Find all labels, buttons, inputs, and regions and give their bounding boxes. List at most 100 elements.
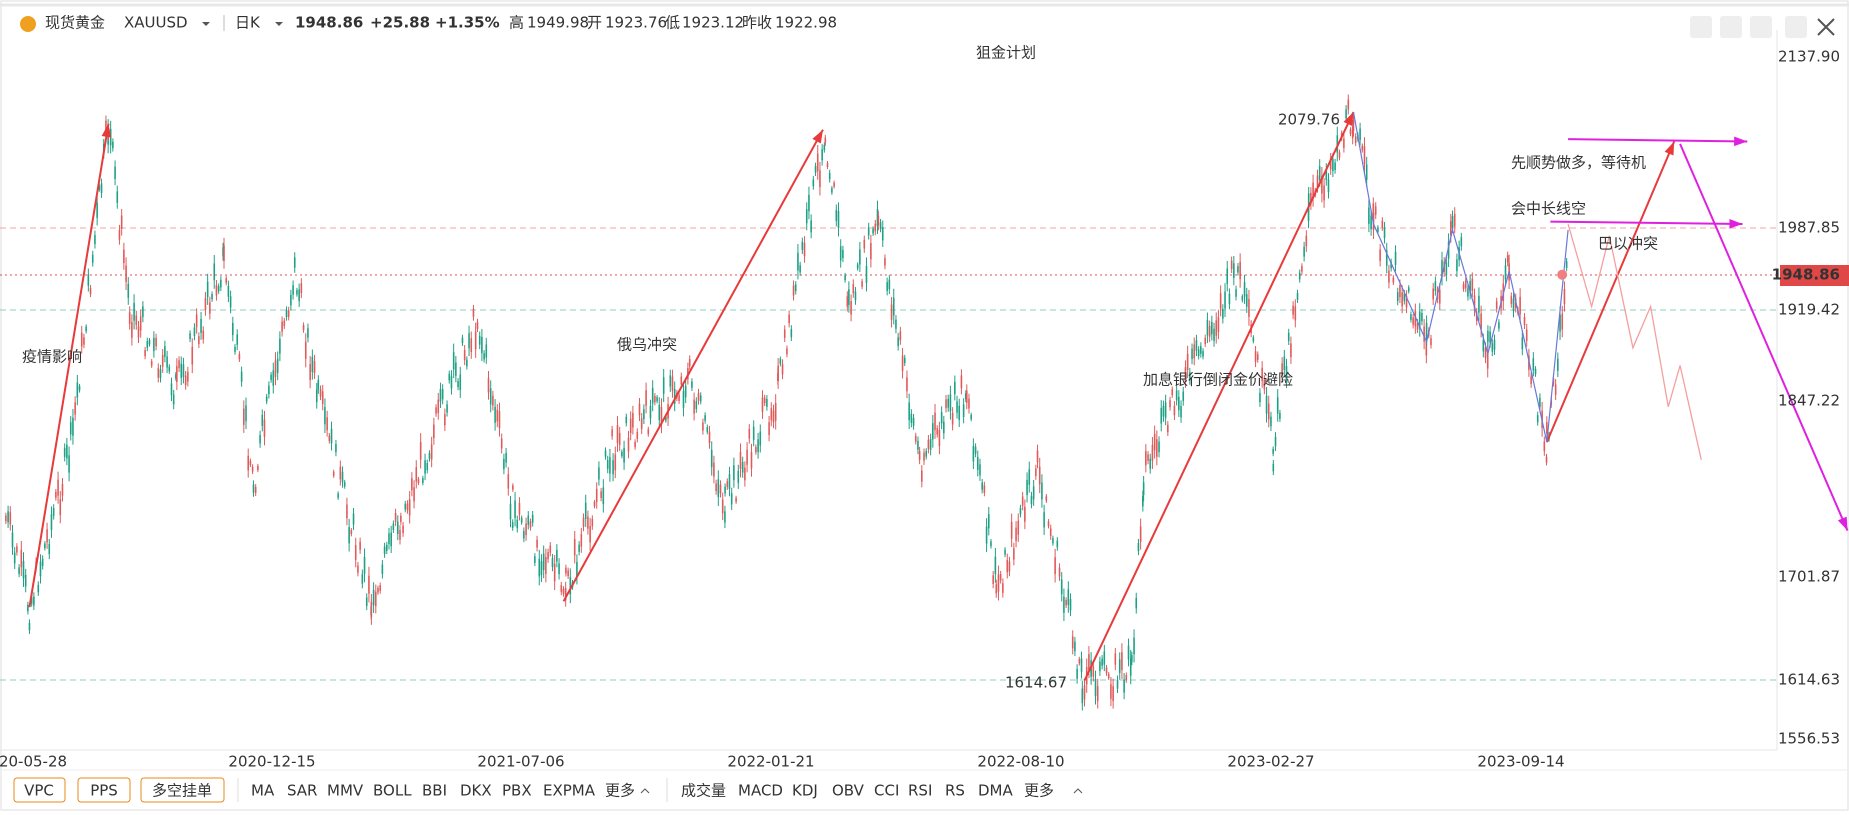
candle-body xyxy=(292,285,294,295)
candle-body xyxy=(943,421,945,434)
toolbar-button-label[interactable]: PPS xyxy=(90,782,118,800)
candle-body xyxy=(1310,192,1312,205)
indicator[interactable]: DMA xyxy=(978,782,1013,800)
candle-body xyxy=(678,395,680,401)
tool-button[interactable] xyxy=(1785,16,1807,38)
candle-body xyxy=(512,485,514,490)
candle-body xyxy=(1047,521,1050,527)
candle-body xyxy=(1559,314,1561,332)
indicator[interactable]: 成交量 xyxy=(681,782,726,800)
candle-body xyxy=(936,428,939,435)
indicator[interactable]: MA xyxy=(251,782,275,800)
candle-body xyxy=(211,294,213,300)
indicator[interactable]: RSI xyxy=(908,782,932,800)
candle-body xyxy=(1080,658,1083,672)
candle-body xyxy=(859,249,861,265)
candle-body xyxy=(283,320,286,327)
annotation: 先顺势做多，等待机 xyxy=(1511,154,1646,172)
candle-body xyxy=(819,170,821,188)
candle-body xyxy=(170,383,173,396)
toolbar-button[interactable] xyxy=(13,777,66,803)
candle-body xyxy=(895,319,897,329)
candle-body xyxy=(1363,146,1366,165)
indicator[interactable]: MACD xyxy=(738,782,783,800)
toolbar-button[interactable] xyxy=(77,777,131,803)
candle-body xyxy=(1394,251,1397,265)
toolbar-icons[interactable] xyxy=(1690,16,1835,38)
indicator[interactable]: DKX xyxy=(460,782,492,800)
candle-body xyxy=(1321,175,1323,194)
candle-body xyxy=(1096,686,1099,702)
candle-body xyxy=(1133,637,1135,655)
candle-body xyxy=(200,318,202,333)
candle-body xyxy=(739,451,742,469)
candle-body xyxy=(5,515,7,522)
tool-button[interactable] xyxy=(1720,16,1742,38)
candle-body xyxy=(37,584,40,593)
toolbar-button[interactable] xyxy=(140,777,225,803)
candle-body xyxy=(9,512,12,525)
candle-body xyxy=(564,588,567,601)
candle-body xyxy=(150,361,153,366)
candle-body xyxy=(127,284,130,298)
candle-body xyxy=(478,335,481,345)
candle-body xyxy=(990,541,992,547)
candle-body xyxy=(1332,159,1334,172)
indicator[interactable]: CCI xyxy=(874,782,899,800)
candle-body xyxy=(1329,158,1332,170)
candle-body xyxy=(1224,291,1226,309)
candle-body xyxy=(281,321,283,332)
indicator[interactable]: PBX xyxy=(502,782,532,800)
candle-body xyxy=(728,474,731,489)
candle-body xyxy=(1237,266,1239,273)
candle-body xyxy=(903,357,906,364)
candle-body xyxy=(1449,221,1452,236)
candle-body xyxy=(184,375,187,386)
candle-body xyxy=(713,462,715,477)
indicator[interactable]: SAR xyxy=(287,782,317,800)
indicator[interactable]: EXPMA xyxy=(543,782,596,800)
candle-body xyxy=(1473,295,1476,310)
tool-button[interactable] xyxy=(1690,16,1712,38)
indicator[interactable]: RS xyxy=(945,782,965,800)
candle-body xyxy=(1213,328,1215,341)
toolbar-button-label[interactable]: 多空挂单 xyxy=(152,782,212,800)
indicator[interactable]: BBI xyxy=(422,782,447,800)
candle-body xyxy=(997,574,1000,592)
candle-body xyxy=(786,348,788,355)
candle-body xyxy=(1110,684,1112,699)
candle-body xyxy=(1298,272,1301,280)
indicator[interactable]: BOLL xyxy=(373,782,412,800)
candle-body xyxy=(693,399,695,414)
candle-body xyxy=(370,601,373,618)
candle-body xyxy=(846,296,849,307)
candle-body xyxy=(960,375,963,389)
label: +25.88 xyxy=(370,14,430,32)
candle-body xyxy=(435,407,437,414)
candle-body xyxy=(46,529,48,543)
candle-body xyxy=(332,471,335,476)
annotation: 1614.67 xyxy=(1005,674,1067,692)
candle-body xyxy=(1259,392,1261,403)
indicator[interactable]: MMV xyxy=(327,782,364,800)
candle-body xyxy=(1407,287,1410,292)
candle-body xyxy=(98,185,101,190)
candle-body xyxy=(645,390,647,406)
arrow-head xyxy=(101,123,112,138)
indicator[interactable]: OBV xyxy=(832,782,865,800)
indicator[interactable]: KDJ xyxy=(792,782,818,800)
toolbar-button-label[interactable]: VPC xyxy=(24,782,54,800)
candle-body xyxy=(547,552,549,560)
candle-body xyxy=(593,501,596,507)
more-button[interactable]: 更多 xyxy=(605,782,635,800)
close-button[interactable] xyxy=(1817,18,1835,36)
candle-body xyxy=(96,202,98,218)
tool-button[interactable] xyxy=(1750,16,1772,38)
more-button[interactable]: 更多 xyxy=(1024,782,1054,800)
candle-body xyxy=(1464,280,1467,289)
candle-body xyxy=(476,322,479,329)
candle-body xyxy=(1049,528,1052,537)
candle-body xyxy=(1099,661,1101,672)
candle-body xyxy=(293,257,296,268)
candle-body xyxy=(1197,349,1200,357)
